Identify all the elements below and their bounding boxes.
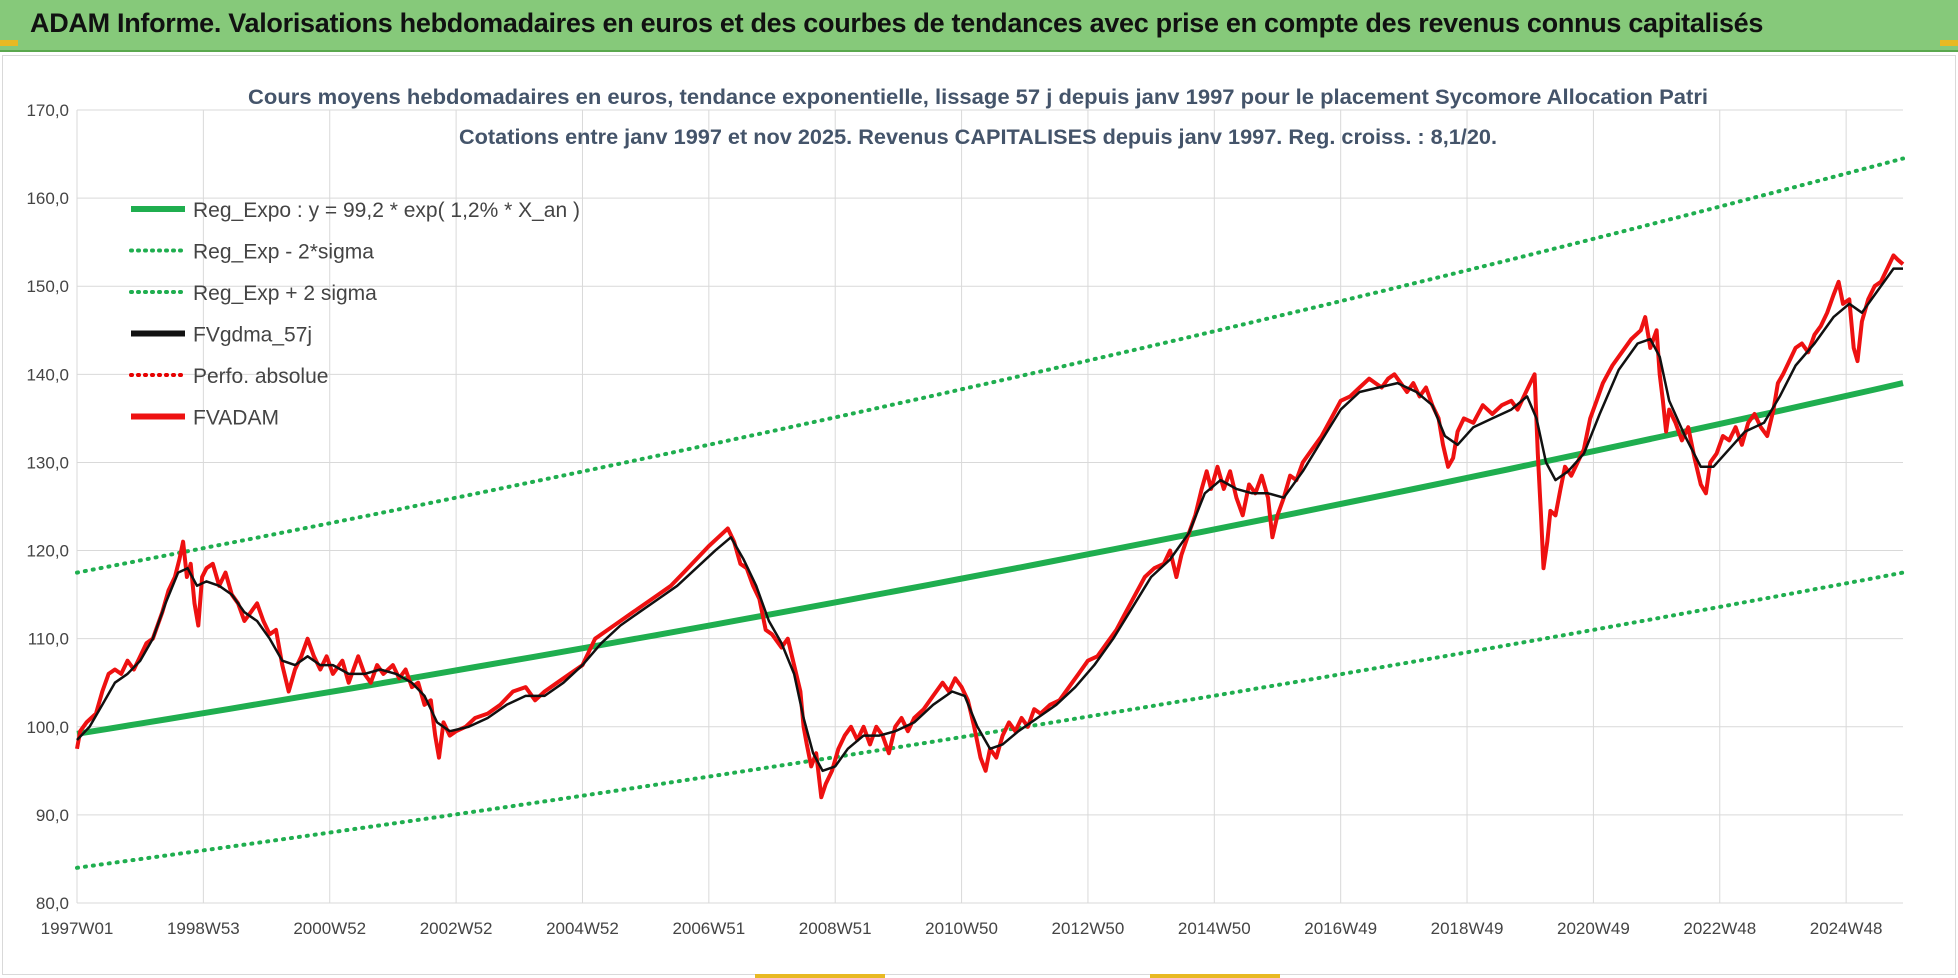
chart-area: 80,0 90,0 100,0 110,0 120,0 130,0 140,0 150,0 16… xyxy=(2,55,1956,975)
legend-label-perf: Perfo. absolue xyxy=(193,365,328,388)
x-tick-label: 1998W53 xyxy=(167,919,240,938)
legend-label-fvadam: FVADAM xyxy=(193,407,279,430)
trend-chart: 80,0 90,0 100,0 110,0 120,0 130,0 140,0 150,0 16… xyxy=(26,86,1905,938)
legend-label-sigma_high: Reg_Exp + 2 sigma xyxy=(193,282,377,305)
x-tick-label: 2012W50 xyxy=(1052,919,1125,938)
y-tick-label: 100,0 xyxy=(26,718,69,737)
x-tick-label: 2016W49 xyxy=(1304,919,1377,938)
x-tick-label: 2004W52 xyxy=(546,919,619,938)
gdma-series-line xyxy=(76,267,1903,773)
legend-label-gdma: FVgdma_57j xyxy=(193,324,312,347)
bottom-accent-strip xyxy=(755,974,885,978)
reg-expo-line xyxy=(76,380,1904,737)
y-tick-label: 150,0 xyxy=(26,277,69,296)
y-tick-label: 130,0 xyxy=(26,453,69,472)
legend-label-reg_expo: Reg_Expo : y = 99,2 * exp( 1,2% * X_an ) xyxy=(193,199,580,222)
y-tick-label: 120,0 xyxy=(26,542,69,561)
chart-title: Cours moyens hebdomadaires en euros, ten… xyxy=(248,86,1708,109)
x-tick-label: 2020W49 xyxy=(1557,919,1630,938)
x-tick-label: 2000W52 xyxy=(293,919,366,938)
x-tick-label: 2010W50 xyxy=(925,919,998,938)
y-tick-label: 90,0 xyxy=(36,806,69,825)
bottom-accent-strip xyxy=(1150,974,1280,978)
legend-label-sigma_low: Reg_Exp - 2*sigma xyxy=(193,241,374,264)
y-tick-label: 80,0 xyxy=(36,894,69,913)
fvadam-series-line xyxy=(75,253,1905,800)
chart-subtitle: Cotations entre janv 1997 et nov 2025. R… xyxy=(459,126,1497,149)
x-tick-label: 2008W51 xyxy=(799,919,872,938)
x-tick-label: 2002W52 xyxy=(420,919,493,938)
x-tick-label: 2006W51 xyxy=(672,919,745,938)
y-tick-label: 110,0 xyxy=(28,630,69,649)
x-tick-label: 1997W01 xyxy=(41,919,114,938)
x-tick-label: 2022W48 xyxy=(1683,919,1756,938)
x-tick-label: 2024W48 xyxy=(1810,919,1883,938)
y-tick-label: 140,0 xyxy=(26,365,69,384)
corner-accent-right xyxy=(1940,40,1958,46)
x-tick-label: 2014W50 xyxy=(1178,919,1251,938)
sigma-low-line xyxy=(75,570,1905,870)
x-tick-label: 2018W49 xyxy=(1431,919,1504,938)
report-banner: ADAM Informe. Valorisations hebdomadaire… xyxy=(0,0,1958,52)
banner-title: ADAM Informe. Valorisations hebdomadaire… xyxy=(30,8,1764,38)
corner-accent-left xyxy=(0,40,18,46)
y-tick-label: 160,0 xyxy=(26,189,69,208)
y-tick-label: 170,0 xyxy=(26,101,69,120)
sigma-high-line xyxy=(75,156,1905,575)
